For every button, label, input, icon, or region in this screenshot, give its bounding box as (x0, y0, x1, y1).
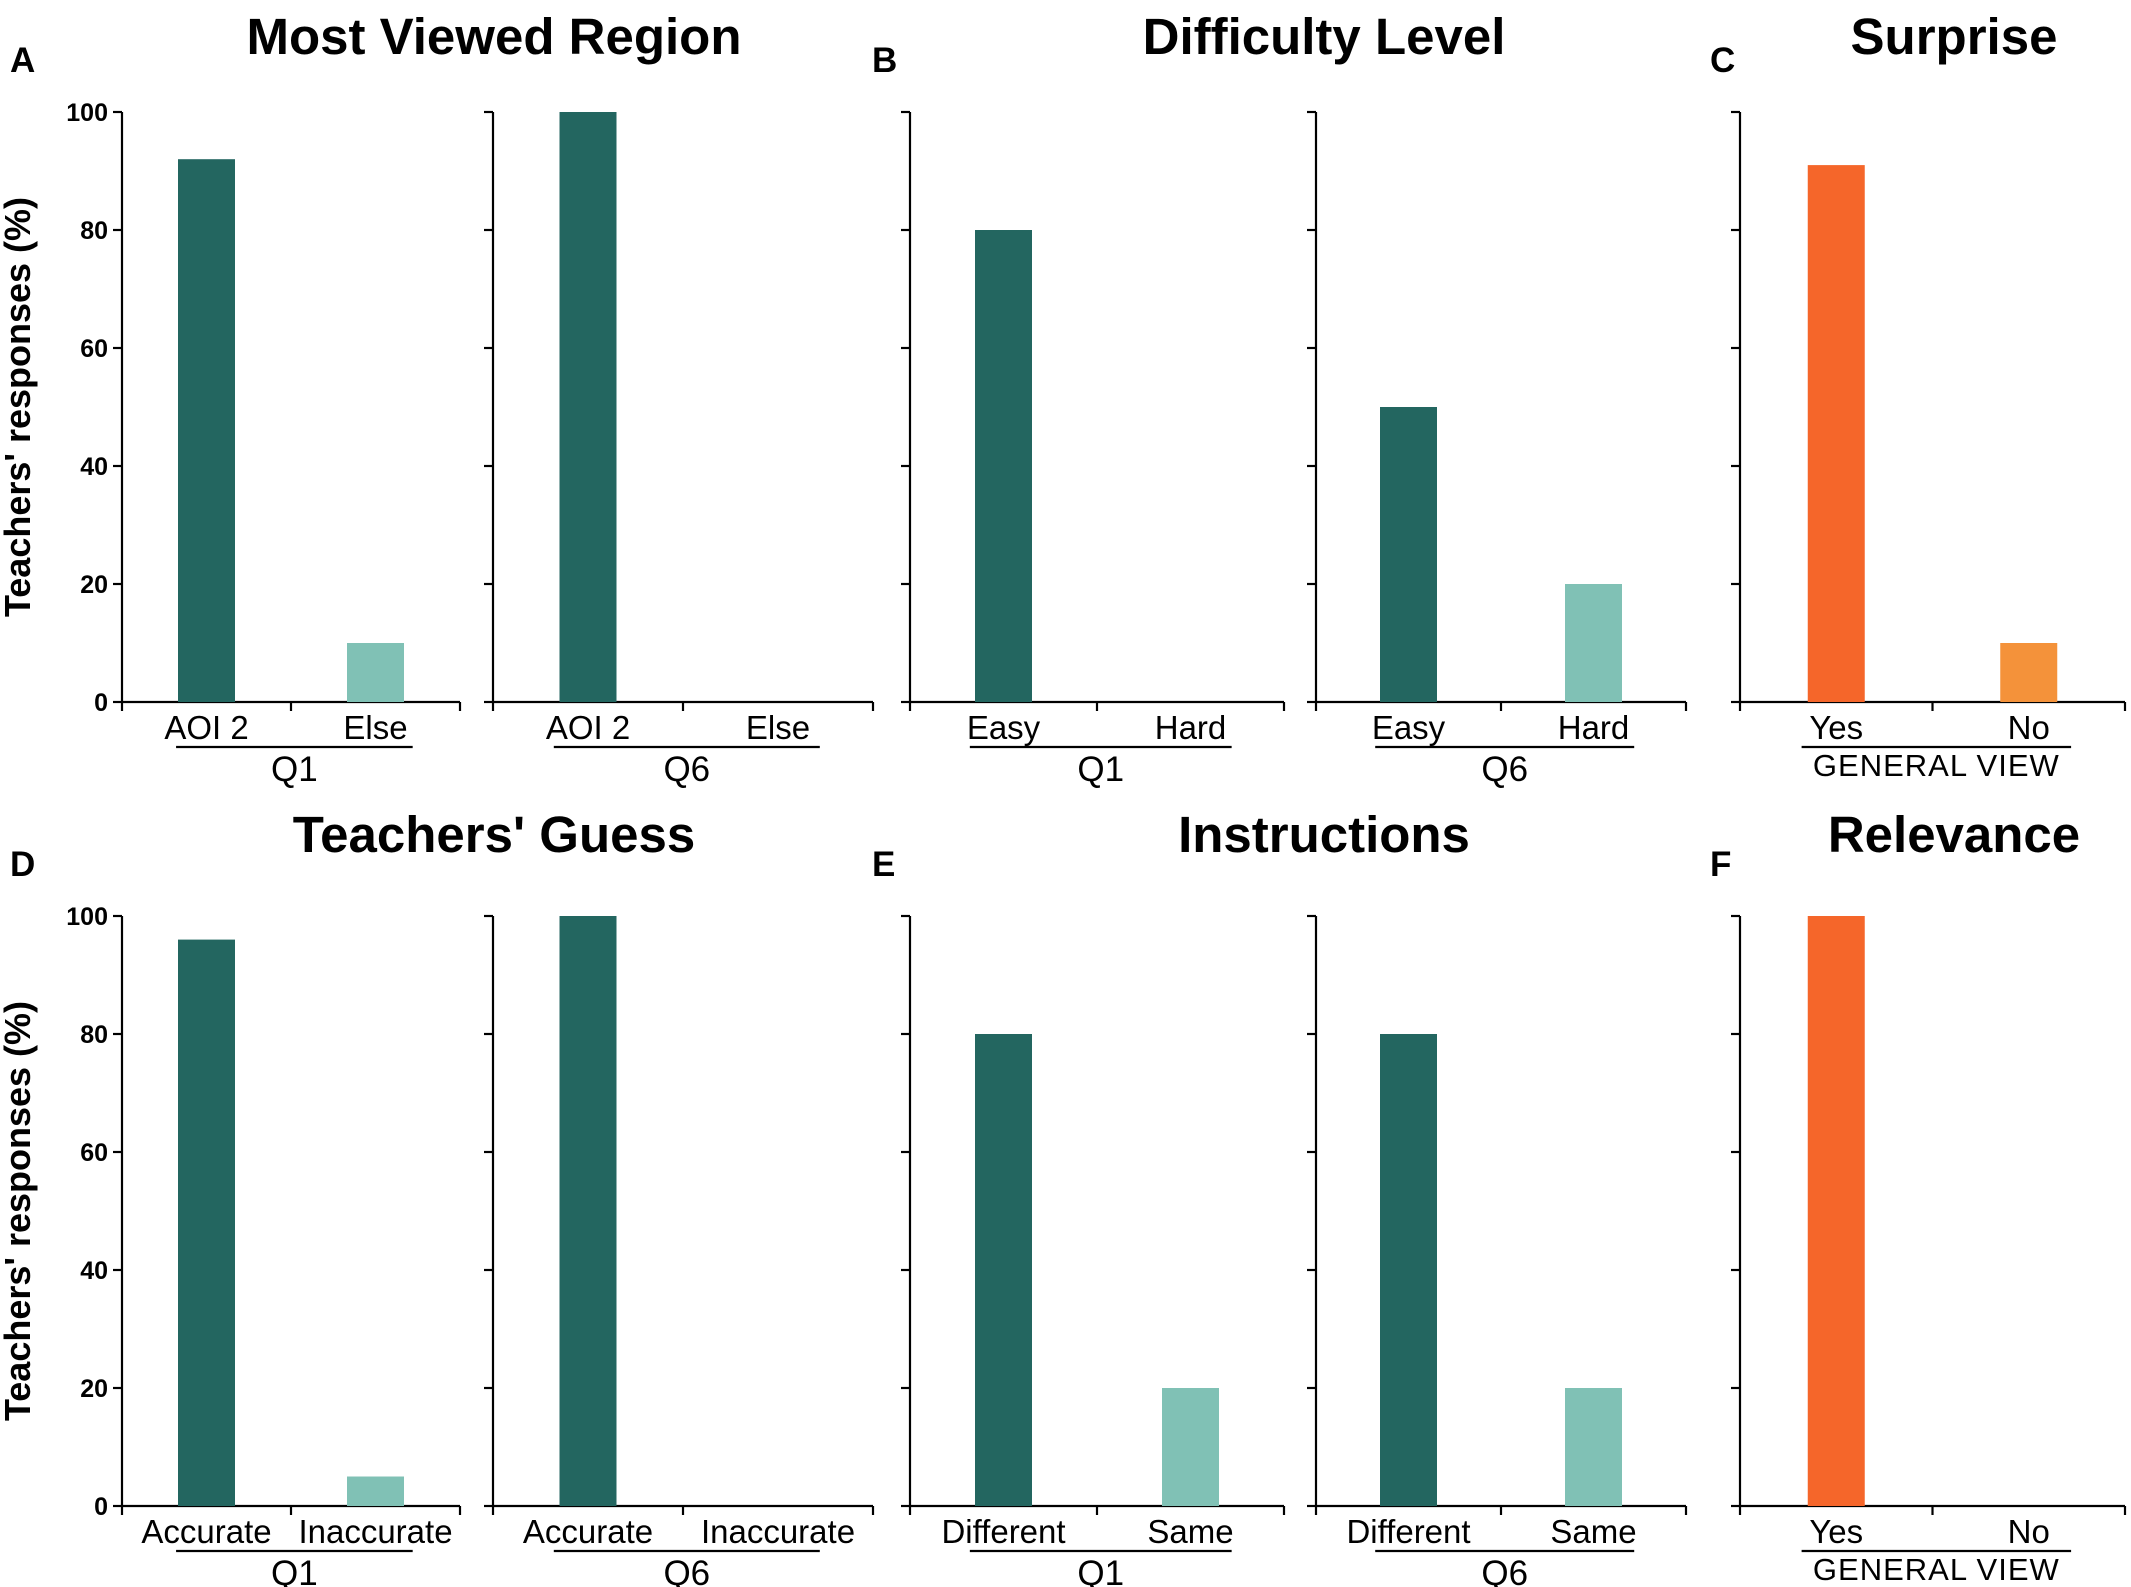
y-tick-label: 20 (80, 571, 108, 599)
group-label: Q6 (663, 750, 710, 789)
bar-yes (1807, 165, 1865, 703)
bar-same (1162, 1388, 1219, 1506)
x-tick-label: Else (343, 709, 407, 746)
x-tick-label: Hard (1155, 709, 1227, 746)
group-label: Q6 (663, 1554, 710, 1587)
x-tick-label: Accurate (523, 1513, 653, 1550)
panel-label: C (1710, 41, 1735, 80)
y-tick-label: 60 (80, 335, 108, 363)
chart-title: Relevance (1828, 806, 2080, 863)
subpanel-q1: Different Same Q1 (901, 914, 1286, 1587)
chart-title: Difficulty Level (1143, 8, 1506, 65)
x-tick-label: Same (1550, 1513, 1636, 1550)
group-label: Q1 (1077, 750, 1124, 789)
subpanel-q6: Accurate Inaccurate Q6 (484, 914, 875, 1587)
subpanel-q1: 0 20 40 60 80 100 Accurate Inaccurate Q1 (66, 903, 462, 1587)
group-label: Q1 (1077, 1554, 1124, 1587)
y-tick-label: 0 (94, 689, 108, 717)
bar-aoi-2 (178, 159, 235, 702)
group-label: Q1 (271, 1554, 318, 1587)
chart-a: Most Viewed Region A Teachers' responses (… (0, 8, 875, 789)
subpanel-q6: Different Same Q6 (1307, 914, 1688, 1587)
y-axis-label: Teachers' responses (%) (0, 197, 38, 617)
group-label: GENERAL VIEW (1813, 748, 2060, 783)
x-tick-label: Else (746, 709, 810, 746)
x-tick-label: Easy (1372, 709, 1446, 746)
y-tick-label: 60 (80, 1139, 108, 1167)
bar-different (975, 1034, 1032, 1506)
chart-b: Difficulty Level B Easy Hard Q1 Easy Hard Q6 (872, 8, 1688, 789)
group-label: Q6 (1481, 1554, 1528, 1587)
x-tick-label: Inaccurate (701, 1513, 855, 1550)
bar-easy (975, 230, 1032, 702)
panel-label: A (10, 41, 35, 80)
y-tick-label: 40 (80, 453, 108, 481)
bar-different (1380, 1034, 1437, 1506)
subpanel-q6: AOI 2 Else Q6 (484, 110, 875, 789)
x-tick-label: Easy (967, 709, 1041, 746)
x-tick-label: Different (1346, 1513, 1470, 1550)
bar-else (347, 643, 404, 702)
x-tick-label: Accurate (141, 1513, 271, 1550)
y-tick-label: 40 (80, 1257, 108, 1285)
panel-label: D (10, 845, 35, 884)
x-tick-label: No (2008, 1513, 2050, 1550)
x-tick-label: AOI 2 (164, 709, 248, 746)
group-label: Q1 (271, 750, 318, 789)
panel-label: E (872, 845, 895, 884)
bar-same (1565, 1388, 1622, 1506)
panel-label: F (1710, 845, 1731, 884)
bar-accurate (559, 916, 617, 1506)
y-axis-label: Teachers' responses (%) (0, 1001, 38, 1421)
panel-label: B (872, 41, 897, 80)
y-tick-label: 100 (66, 903, 108, 931)
bar-easy (1380, 407, 1437, 702)
x-tick-label: AOI 2 (546, 709, 630, 746)
bar-no (2000, 643, 2058, 702)
x-tick-label: Different (941, 1513, 1065, 1550)
chart-title: Teachers' Guess (293, 806, 695, 863)
x-tick-label: No (2008, 709, 2050, 746)
bar-aoi-2 (559, 112, 617, 702)
y-tick-label: 100 (66, 99, 108, 127)
chart-title: Surprise (1851, 8, 2058, 65)
x-tick-label: Inaccurate (298, 1513, 452, 1550)
subpanel-q1: 0 20 40 60 80 100 AOI 2 Else Q1 (66, 99, 462, 789)
y-tick-label: 80 (80, 217, 108, 245)
x-tick-label: Yes (1809, 1513, 1863, 1550)
chart-e: Instructions E Different Same Q1 Different Sam… (872, 806, 1688, 1587)
bar-yes (1807, 916, 1865, 1506)
x-tick-label: Same (1147, 1513, 1233, 1550)
chart-title: Most Viewed Region (247, 8, 742, 65)
group-label: GENERAL VIEW (1813, 1552, 2060, 1587)
x-tick-label: Yes (1809, 709, 1863, 746)
bar-inaccurate (347, 1476, 404, 1506)
x-tick-label: Hard (1558, 709, 1630, 746)
chart-d: Teachers' Guess D Teachers' responses (%) 0… (0, 806, 875, 1587)
subpanel-q1: Easy Hard Q1 (901, 110, 1286, 789)
y-tick-label: 0 (94, 1493, 108, 1521)
subpanel-q6: Easy Hard Q6 (1307, 110, 1688, 789)
group-label: Q6 (1481, 750, 1528, 789)
y-tick-label: 80 (80, 1021, 108, 1049)
bar-accurate (178, 939, 235, 1506)
y-tick-label: 20 (80, 1375, 108, 1403)
chart-title: Instructions (1178, 806, 1470, 863)
bar-hard (1565, 584, 1622, 702)
